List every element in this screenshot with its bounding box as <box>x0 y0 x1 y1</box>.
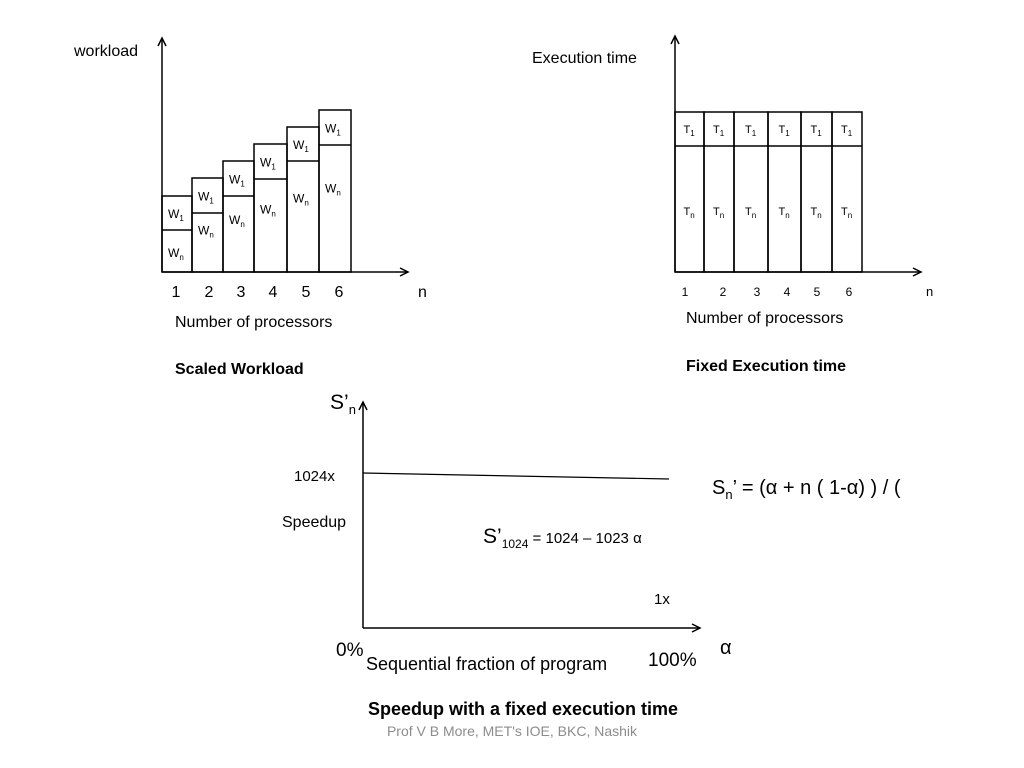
fixed-t1-label: T1 <box>745 124 757 138</box>
scaled-n-label: n <box>418 284 427 301</box>
speedup-y-label: S’n <box>330 391 356 417</box>
scaled-x-ticks: 1 2 3 4 5 6 <box>172 284 344 301</box>
fixed-x-ticks: 1 2 3 4 5 6 <box>682 285 853 299</box>
scaled-w1-label: W1 <box>168 207 184 223</box>
speedup-label: Speedup <box>282 514 346 531</box>
speedup-chart: S’n 1024x Speedup S’1024 = 1024 – 1023 α… <box>282 391 732 719</box>
general-formula: Sn’ = (α + n ( 1-α) ) / ( <box>712 477 901 502</box>
speedup-formula: S’1024 = 1024 – 1023 α <box>483 525 642 551</box>
fixed-tn-label: Tn <box>684 206 695 220</box>
fixed-x-label: Number of processors <box>686 310 843 327</box>
fixed-tick-1: 1 <box>682 285 689 299</box>
fixed-t1-label: T1 <box>841 124 853 138</box>
fixed-tick-6: 6 <box>846 285 853 299</box>
footer-credit: Prof V B More, MET's IOE, BKC, Nashik <box>386 723 638 739</box>
scaled-title: Scaled Workload <box>175 361 304 378</box>
fixed-tick-4: 4 <box>784 285 791 299</box>
fixed-time-chart: Execution time n 1 2 3 4 5 6 T1 Tn T1 Tn T1 Tn T1 Tn… <box>532 34 933 375</box>
speedup-tick-1x: 1x <box>654 591 670 608</box>
fixed-tn-label: Tn <box>811 206 822 220</box>
fixed-tn-label: Tn <box>841 206 852 220</box>
scaled-wn-label: Wn <box>229 213 245 229</box>
scaled-bars: W1 Wn W1 Wn W1 Wn W1 Wn W1 Wn W1 Wn <box>161 109 352 273</box>
scaled-wn-label: Wn <box>168 246 184 262</box>
speedup-tick-1024x: 1024x <box>294 468 335 485</box>
scaled-tick-4: 4 <box>269 284 278 301</box>
speedup-x-end: 100% <box>648 650 697 671</box>
scaled-w1-label: W1 <box>293 138 309 154</box>
scaled-w1-label: W1 <box>198 190 214 206</box>
fixed-bars: T1 Tn T1 Tn T1 Tn T1 Tn T1 Tn T1 Tn <box>674 111 863 273</box>
fixed-n-label: n <box>926 284 933 299</box>
fixed-tick-5: 5 <box>814 285 821 299</box>
speedup-alpha-label: α <box>720 637 732 659</box>
fixed-tn-label: Tn <box>713 206 724 220</box>
fixed-bar-6 <box>831 111 863 273</box>
fixed-t1-label: T1 <box>811 124 823 138</box>
speedup-x-start: 0% <box>336 640 364 661</box>
fixed-tn-label: Tn <box>779 206 790 220</box>
fixed-t1-label: T1 <box>713 124 725 138</box>
fixed-tn-label: Tn <box>745 206 756 220</box>
scaled-tick-1: 1 <box>172 284 181 301</box>
scaled-w1-label: W1 <box>325 122 341 138</box>
fixed-y-label: Execution time <box>532 50 637 67</box>
speedup-x-label: Sequential fraction of program <box>366 654 607 674</box>
fixed-title: Fixed Execution time <box>686 358 846 375</box>
scaled-tick-3: 3 <box>237 284 246 301</box>
scaled-wn-label: Wn <box>198 224 214 240</box>
scaled-wn-label: Wn <box>260 203 276 219</box>
scaled-x-label: Number of processors <box>175 314 332 331</box>
fixed-tick-2: 2 <box>720 285 727 299</box>
scaled-tick-2: 2 <box>205 284 214 301</box>
scaled-tick-6: 6 <box>335 284 344 301</box>
speedup-title: Speedup with a fixed execution time <box>368 699 678 719</box>
scaled-bar-6 <box>318 109 352 273</box>
fixed-t1-label: T1 <box>779 124 791 138</box>
speedup-line <box>362 472 670 480</box>
fixed-tick-3: 3 <box>754 285 761 299</box>
fixed-t1-label: T1 <box>684 124 696 138</box>
scaled-w1-label: W1 <box>260 156 276 172</box>
scaled-y-label: workload <box>73 43 138 60</box>
scaled-tick-5: 5 <box>302 284 311 301</box>
scaled-wn-label: Wn <box>325 182 341 198</box>
scaled-wn-label: Wn <box>293 192 309 208</box>
scaled-w1-label: W1 <box>229 173 245 189</box>
